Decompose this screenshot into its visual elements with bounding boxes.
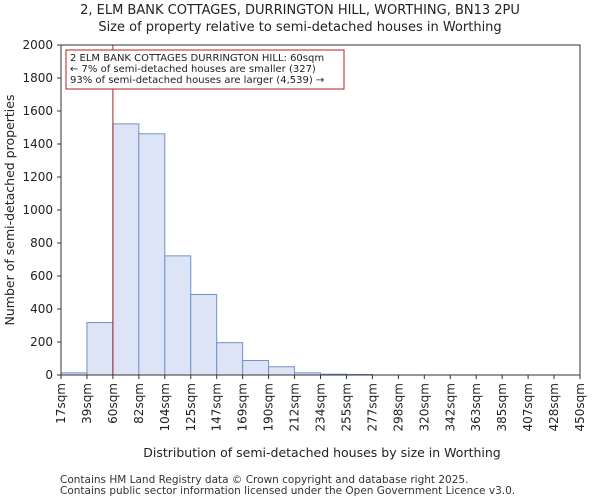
- x-tick-label: 234sqm: [314, 383, 328, 431]
- plot-frame: [60, 44, 581, 376]
- x-tick-label: 17sqm: [54, 383, 68, 424]
- y-tick-label: 200: [30, 335, 53, 349]
- x-tick-label: 255sqm: [339, 383, 353, 431]
- annotation-line-3: 93% of semi-detached houses are larger (…: [70, 75, 324, 86]
- bar: [242, 359, 270, 376]
- x-tick-label: 147sqm: [210, 383, 224, 431]
- x-tick-label: 125sqm: [184, 383, 198, 431]
- x-tick-label: 450sqm: [573, 383, 587, 431]
- bars: [60, 123, 373, 376]
- y-tick-label: 400: [30, 302, 53, 316]
- x-tick-label: 190sqm: [262, 383, 276, 431]
- annotation-box: 2 ELM BANK COTTAGES DURRINGTON HILL: 60s…: [65, 49, 345, 90]
- bar: [138, 133, 166, 376]
- x-axis-label: Distribution of semi-detached houses by …: [143, 445, 501, 460]
- annotation-line-2: ← 7% of semi-detached houses are smaller…: [70, 64, 316, 75]
- x-tick-label: 39sqm: [80, 383, 94, 424]
- x-tick-label: 428sqm: [547, 383, 561, 431]
- chart-title: 2, ELM BANK COTTAGES, DURRINGTON HILL, W…: [80, 3, 520, 18]
- bar: [164, 255, 192, 376]
- footer-line-1: Contains HM Land Registry data © Crown c…: [60, 474, 468, 486]
- x-tick-label: 212sqm: [288, 383, 302, 431]
- y-tick-label: 2000: [22, 38, 53, 52]
- footer-line-2: Contains public sector information licen…: [60, 485, 515, 497]
- y-tick-label: 800: [30, 236, 53, 250]
- chart-subtitle: Size of property relative to semi-detach…: [98, 20, 501, 35]
- bar: [268, 366, 296, 376]
- y-tick-label: 1600: [22, 104, 53, 118]
- bar: [86, 322, 114, 376]
- bar: [112, 123, 140, 376]
- y-tick-label: 1000: [22, 203, 53, 217]
- x-tick-label: 169sqm: [236, 383, 250, 431]
- x-tick-label: 277sqm: [365, 383, 379, 431]
- x-tick-label: 60sqm: [106, 383, 120, 424]
- y-tick-label: 1200: [22, 170, 53, 184]
- bar: [190, 293, 218, 376]
- x-tick-label: 342sqm: [443, 383, 457, 431]
- y-tick-label: 1800: [22, 71, 53, 85]
- x-tick-label: 82sqm: [132, 383, 146, 424]
- y-axis-label: Number of semi-detached properties: [2, 95, 17, 326]
- x-tick-label: 298sqm: [391, 383, 405, 431]
- y-tick-label: 1400: [22, 137, 53, 151]
- y-axis-ticks: 0 200 400 600 800 1000 1200 1400 1600 1800 2000: [22, 38, 61, 382]
- x-tick-label: 407sqm: [521, 383, 535, 431]
- bar: [216, 342, 244, 376]
- y-tick-label: 0: [45, 368, 53, 382]
- x-tick-label: 320sqm: [417, 383, 431, 431]
- annotation-line-1: 2 ELM BANK COTTAGES DURRINGTON HILL: 60s…: [70, 53, 324, 64]
- x-tick-label: 363sqm: [469, 383, 483, 431]
- x-axis-ticks: 17sqm 39sqm 60sqm 82sqm 104sqm 125sqm 147sqm 16…: [54, 375, 587, 431]
- x-tick-label: 385sqm: [495, 383, 509, 431]
- y-tick-label: 600: [30, 269, 53, 283]
- annotation-frame: [65, 49, 345, 90]
- x-tick-label: 104sqm: [158, 383, 172, 431]
